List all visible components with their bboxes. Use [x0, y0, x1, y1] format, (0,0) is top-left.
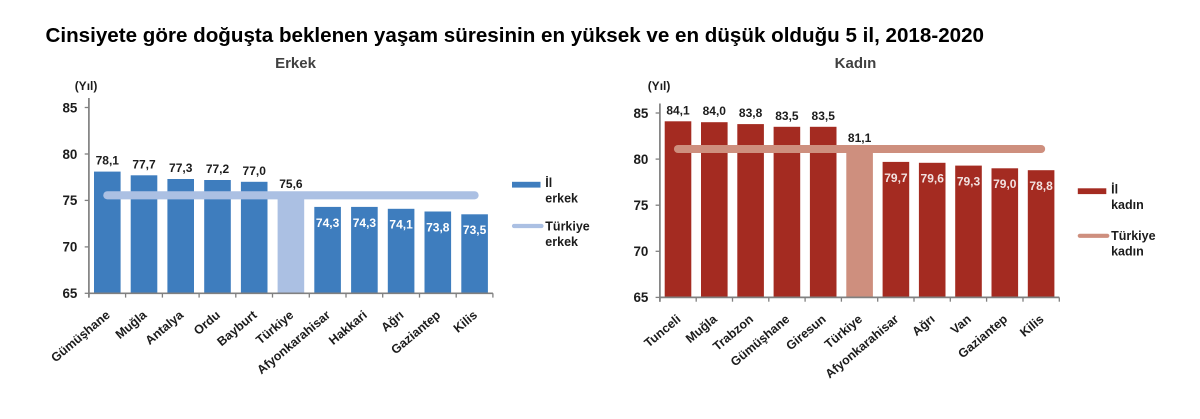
svg-text:79,3: 79,3: [957, 175, 981, 189]
svg-text:Cinsiyete göre doğuşta beklene: Cinsiyete göre doğuşta beklenen yaşam sü…: [46, 24, 985, 47]
svg-text:78,8: 78,8: [1029, 179, 1053, 193]
svg-text:79,6: 79,6: [921, 172, 945, 186]
svg-text:85: 85: [633, 106, 648, 121]
svg-text:Kadın: Kadın: [835, 55, 877, 72]
svg-text:79,0: 79,0: [993, 177, 1017, 191]
svg-text:75,6: 75,6: [279, 177, 303, 191]
svg-text:Türkiye: Türkiye: [1111, 229, 1156, 243]
svg-text:83,8: 83,8: [739, 106, 763, 120]
svg-text:65: 65: [633, 290, 648, 305]
svg-text:84,0: 84,0: [703, 104, 727, 118]
svg-text:erkek: erkek: [545, 192, 578, 206]
svg-text:81,1: 81,1: [848, 131, 872, 145]
svg-text:kadın: kadın: [1111, 198, 1144, 212]
svg-text:73,8: 73,8: [426, 220, 450, 234]
svg-text:(Yıl): (Yıl): [648, 79, 671, 93]
svg-text:74,1: 74,1: [389, 218, 413, 232]
svg-text:Erkek: Erkek: [275, 55, 317, 72]
svg-text:Türkiye: Türkiye: [545, 219, 590, 233]
svg-text:78,1: 78,1: [96, 154, 120, 168]
svg-text:83,5: 83,5: [812, 109, 836, 123]
svg-text:77,7: 77,7: [132, 157, 156, 171]
svg-text:70: 70: [62, 240, 77, 255]
svg-text:kadın: kadın: [1111, 245, 1144, 259]
svg-text:80: 80: [62, 147, 77, 162]
svg-text:77,2: 77,2: [206, 162, 230, 176]
svg-text:83,5: 83,5: [775, 109, 799, 123]
svg-text:75: 75: [633, 198, 648, 213]
svg-text:84,1: 84,1: [666, 103, 690, 117]
svg-text:İl: İl: [545, 175, 552, 190]
svg-text:İl: İl: [1111, 182, 1118, 197]
svg-text:74,3: 74,3: [353, 216, 377, 230]
svg-text:erkek: erkek: [545, 235, 578, 249]
svg-text:70: 70: [633, 244, 648, 259]
svg-text:85: 85: [62, 100, 77, 115]
svg-text:65: 65: [62, 286, 77, 301]
svg-text:73,5: 73,5: [463, 223, 487, 237]
svg-text:74,3: 74,3: [316, 216, 340, 230]
svg-text:79,7: 79,7: [884, 171, 908, 185]
svg-text:80: 80: [633, 152, 648, 167]
svg-text:77,3: 77,3: [169, 161, 193, 175]
svg-text:75: 75: [62, 193, 77, 208]
svg-text:(Yıl): (Yıl): [75, 79, 98, 93]
svg-text:77,0: 77,0: [243, 164, 267, 178]
